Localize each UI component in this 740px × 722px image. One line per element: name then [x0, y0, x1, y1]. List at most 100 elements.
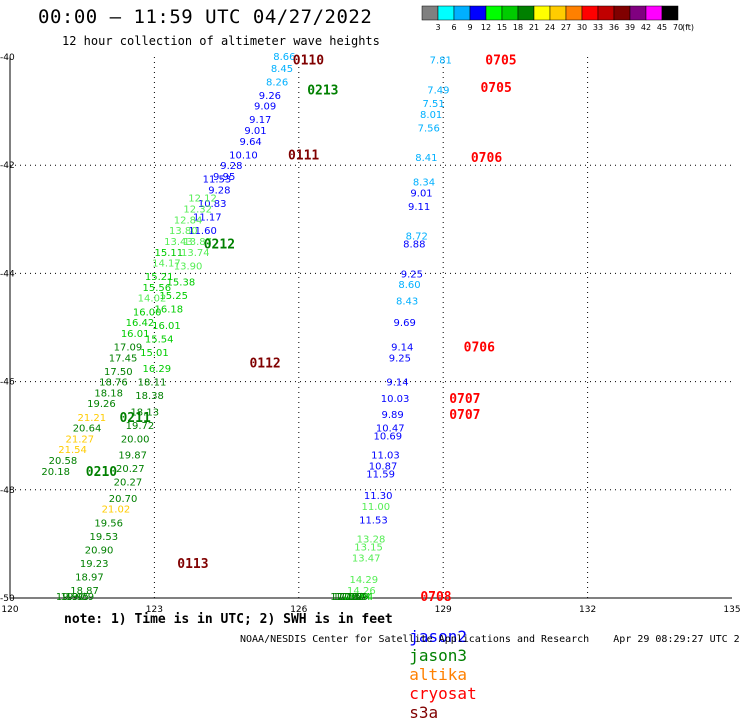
swh-value-label: 7.56: [418, 123, 440, 134]
swh-value-label: 15.01: [140, 348, 169, 359]
swh-value-label: 11.53: [359, 516, 388, 527]
swh-value-label: 8.01: [420, 110, 442, 121]
color-scale-label: 6: [451, 23, 456, 32]
color-scale-label: 33: [593, 23, 603, 32]
swh-value-label: 9.69: [394, 318, 416, 329]
color-scale-swatch: [661, 5, 679, 21]
swh-value-label: 9.01: [244, 126, 266, 137]
swh-value-label: 19.30: [56, 592, 85, 603]
swh-value-label: 11.00: [361, 502, 390, 513]
swh-value-label: 9.64: [240, 137, 262, 148]
swh-value-label: 14.17: [152, 259, 181, 270]
color-scale-unit: (ft): [682, 23, 694, 32]
swh-value-label: 13.28: [357, 534, 386, 545]
pass-time-label: 0707: [449, 408, 480, 423]
color-scale-swatch: [485, 5, 503, 21]
swh-value-label: 10.03: [381, 394, 410, 405]
legend-altika: altika: [409, 665, 468, 684]
swh-value-label: 21.27: [65, 434, 94, 445]
swh-value-label: 19.87: [118, 451, 147, 462]
swh-value-label: 19.23: [80, 559, 109, 570]
wave-height-chart: 3 6 9 12 15 18 21 24 27 30 33 36 39 42 45 70(ft)120 123 1…: [0, 5, 740, 615]
color-scale-swatch: [453, 5, 471, 21]
swh-value-label: 21.02: [102, 505, 131, 516]
swh-value-label: 15.11: [155, 248, 184, 259]
swh-value-label: 21.54: [58, 445, 87, 456]
pass-time-label: 0706: [464, 340, 495, 355]
swh-value-label: 9.28: [208, 186, 230, 197]
credit-line: NOAA/NESDIS Center for Satellite Applica…: [240, 634, 740, 645]
swh-value-label: 13.47: [352, 553, 381, 564]
color-scale-label: 39: [625, 23, 635, 32]
pass-time-label: 0112: [249, 357, 280, 372]
x-tick-label: 132: [579, 605, 596, 615]
swh-value-label: 20.58: [49, 456, 78, 467]
color-scale-swatch: [549, 5, 567, 21]
pass-time-label: 0707: [449, 392, 480, 407]
swh-value-label: 11.03: [371, 451, 400, 462]
swh-value-label: 13.80: [169, 226, 198, 237]
legend-s3a: s3a: [409, 703, 439, 722]
color-scale-label: 18: [513, 23, 523, 32]
y-tick-label: -48: [0, 486, 15, 496]
swh-value-label: 12.32: [183, 204, 212, 215]
swh-value-label: 18.18: [94, 388, 123, 399]
swh-value-label: 15.54: [145, 334, 174, 345]
chart-subtitle: 12 hour collection of altimeter wave hei…: [62, 34, 380, 48]
swh-value-label: 10.69: [374, 432, 403, 443]
chart-title: 00:00 – 11:59 UTC 04/27/2022: [38, 6, 373, 28]
swh-value-label: 10.47: [376, 424, 405, 435]
color-scale-label: 27: [561, 23, 571, 32]
color-scale-swatch: [581, 5, 599, 21]
swh-value-label: 9.11: [408, 202, 430, 213]
swh-value-label: 17.99: [340, 592, 369, 603]
swh-value-label: 18.38: [135, 391, 164, 402]
swh-value-label: 8.43: [396, 296, 418, 307]
swh-value-label: 17.09: [114, 342, 143, 353]
pass-time-label: 0708: [420, 590, 451, 605]
x-tick-label: 123: [146, 605, 163, 615]
swh-value-label: 18.97: [75, 572, 104, 583]
y-tick-label: -40: [0, 53, 15, 63]
color-scale-label: 45: [657, 23, 667, 32]
color-scale-label: 15: [497, 23, 507, 32]
swh-value-label: 10.87: [369, 461, 398, 472]
pass-time-label: 0113: [177, 557, 208, 572]
color-scale-label: 36: [609, 23, 619, 32]
swh-value-label: 11.17: [193, 213, 222, 224]
color-scale-swatch: [565, 5, 583, 21]
color-scale-swatch: [517, 5, 535, 21]
swh-value-label: 11.30: [364, 491, 393, 502]
swh-value-label: 19.56: [94, 518, 123, 529]
swh-value-label: 16.01: [152, 321, 181, 332]
swh-value-label: 17.45: [109, 353, 138, 364]
swh-value-label: 20.64: [73, 424, 102, 435]
color-scale-swatch: [629, 5, 647, 21]
swh-value-label: 15.25: [159, 291, 188, 302]
swh-value-label: 20.70: [109, 494, 138, 505]
color-scale-swatch: [501, 5, 519, 21]
pass-time-label: 0705: [480, 81, 511, 96]
color-scale-swatch: [597, 5, 615, 21]
x-tick-label: 120: [1, 605, 18, 615]
swh-value-label: 18.13: [130, 407, 159, 418]
swh-value-label: 17.21: [335, 592, 364, 603]
swh-value-label: 8.88: [403, 240, 425, 251]
satellite-legend: jason2 jason3 altika cryosat s3a: [390, 608, 487, 722]
color-scale-label: 24: [545, 23, 555, 32]
swh-value-label: 13.15: [354, 543, 383, 554]
swh-value-label: 14.02: [138, 294, 167, 305]
swh-value-label: 19.39: [65, 592, 94, 603]
pass-time-label: 0110: [293, 54, 324, 69]
x-tick-label: 135: [723, 605, 740, 615]
swh-value-label: 14.26: [347, 586, 376, 597]
color-scale-swatch: [421, 5, 439, 21]
swh-value-label: 20.00: [121, 434, 150, 445]
swh-value-label: 21.21: [78, 413, 107, 424]
swh-value-label: 13.90: [174, 261, 203, 272]
color-scale-swatch: [533, 5, 551, 21]
color-scale-label: 12: [481, 23, 491, 32]
swh-value-label: 9.95: [213, 172, 235, 183]
swh-value-label: 8.60: [398, 280, 420, 291]
y-tick-label: -46: [0, 378, 15, 388]
